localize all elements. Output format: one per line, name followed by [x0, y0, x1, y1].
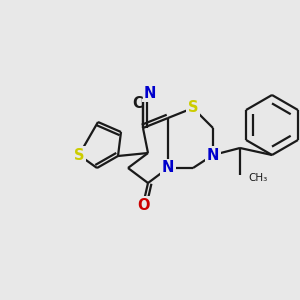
Text: N: N [207, 148, 219, 163]
Text: N: N [162, 160, 174, 175]
Text: C: C [133, 97, 143, 112]
Text: O: O [137, 197, 149, 212]
Text: S: S [74, 148, 84, 163]
Text: S: S [188, 100, 198, 116]
Text: N: N [144, 85, 156, 100]
Text: CH₃: CH₃ [248, 173, 267, 183]
